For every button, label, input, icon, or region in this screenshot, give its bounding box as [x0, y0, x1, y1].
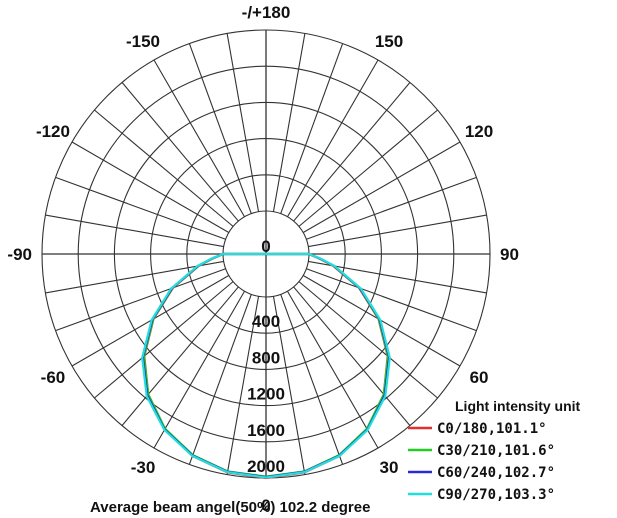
grid-spoke: [55, 268, 226, 332]
grid-spoke: [45, 214, 224, 248]
angle-label: 90: [500, 245, 519, 264]
radial-label: 0: [261, 237, 270, 256]
angle-label: 60: [470, 368, 489, 387]
angle-label: -30: [131, 458, 156, 477]
grid-spoke: [287, 290, 379, 449]
grid-spoke: [287, 59, 379, 218]
grid-spoke: [188, 43, 252, 214]
angle-tick-labels: -/+180 -150 150 -120 120 -90 90 -60 60 -30 30 0: [7, 3, 519, 515]
grid-spoke: [94, 109, 234, 227]
angle-label: -120: [36, 122, 70, 141]
grid-spoke: [280, 43, 344, 214]
grid-spoke: [280, 294, 344, 465]
grid-spoke: [153, 59, 245, 218]
grid-spoke: [94, 281, 234, 399]
grid-spoke: [272, 33, 306, 212]
legend-entry-label: C30/210,101.6°: [437, 443, 555, 459]
grid-spoke: [308, 260, 487, 294]
grid-spoke: [226, 296, 260, 475]
grid-spoke: [226, 33, 260, 212]
grid-spoke: [302, 141, 461, 233]
radial-label: 1200: [247, 385, 285, 404]
angle-label: -60: [41, 368, 66, 387]
radial-label: 2000: [247, 457, 285, 476]
grid-spoke: [308, 214, 487, 248]
radial-tick-labels: 0 400 800 1200 1600 2000: [247, 237, 285, 476]
grid-spoke: [306, 268, 477, 332]
legend-entry-label: C0/180,101.1°: [437, 421, 547, 437]
angle-label: -150: [126, 32, 160, 51]
grid-spoke: [298, 281, 438, 399]
radial-label: 1600: [247, 421, 285, 440]
grid-spoke: [293, 286, 411, 426]
intensity-curves: [141, 252, 391, 480]
grid-spoke: [121, 82, 239, 222]
grid-spoke: [71, 141, 230, 233]
grid-spoke: [45, 260, 224, 294]
grid-spoke: [55, 176, 226, 240]
legend-title: Light intensity unit: [455, 398, 581, 414]
grid-spoke: [298, 109, 438, 227]
angle-label: 0: [261, 496, 270, 515]
grid-spoke: [293, 82, 411, 222]
angle-label: 150: [375, 32, 403, 51]
angle-label: 30: [380, 458, 399, 477]
legend-entry-label: C90/270,103.3°: [437, 487, 555, 503]
grid-spoke: [153, 290, 245, 449]
radial-label: 800: [252, 348, 280, 367]
grid-spoke: [188, 294, 252, 465]
grid-spoke: [121, 286, 239, 426]
curve-c90-270-103-3: [141, 252, 391, 479]
angle-label: -/+180: [242, 3, 291, 22]
angle-label: 120: [465, 122, 493, 141]
legend-entry-label: C60/240,102.7°: [437, 465, 555, 481]
angle-label: -90: [7, 245, 32, 264]
radial-label: 400: [252, 312, 280, 331]
polar-grid: [41, 29, 491, 479]
legend: Light intensity unit C0/180,101.1° C30/21…: [408, 398, 581, 503]
grid-spoke: [306, 176, 477, 240]
beam-angle-caption: Average beam angel(50%) 102.2 degree: [90, 499, 370, 516]
grid-spoke: [272, 296, 306, 475]
